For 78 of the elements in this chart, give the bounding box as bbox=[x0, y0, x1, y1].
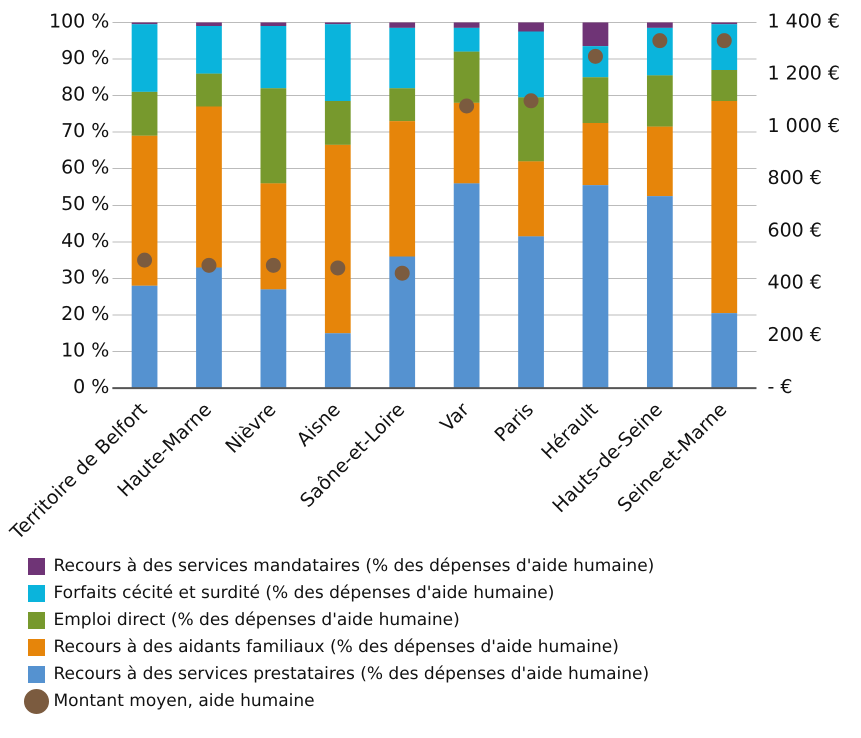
bar bbox=[389, 121, 416, 256]
point bbox=[137, 252, 152, 268]
legend-label: Recours à des services prestataires (% des dépenses d'aide humaine) bbox=[54, 664, 650, 684]
point bbox=[459, 98, 474, 114]
bar bbox=[454, 22, 480, 28]
bar bbox=[196, 22, 222, 26]
legend-label: Recours à des services mandataires (% des dépenses d'aide humaine) bbox=[54, 556, 654, 576]
bar bbox=[389, 88, 416, 122]
bar bbox=[454, 183, 480, 388]
point bbox=[652, 33, 668, 48]
y2-tick-label: 800 € bbox=[767, 167, 822, 190]
y-tick-label: 90 % bbox=[61, 46, 110, 69]
point bbox=[266, 258, 281, 273]
bar bbox=[260, 88, 286, 184]
y2-tick-label: 1 400 € bbox=[767, 10, 840, 32]
legend-label: Emploi direct (% des dépenses d'aide humaine) bbox=[54, 610, 460, 630]
bar bbox=[518, 161, 544, 236]
y2-tick-label: 1 000 € bbox=[767, 114, 840, 137]
bar bbox=[389, 22, 416, 28]
bar bbox=[260, 26, 286, 88]
bar bbox=[582, 22, 608, 46]
y-tick-label: 20 % bbox=[61, 302, 110, 325]
y-tick-label: 80 % bbox=[61, 83, 110, 106]
x-tick-label: Var bbox=[436, 398, 474, 436]
y2-tick-label: 600 € bbox=[767, 219, 822, 242]
bar bbox=[711, 313, 738, 388]
bar bbox=[518, 236, 544, 388]
bar bbox=[196, 267, 222, 388]
bar bbox=[260, 183, 286, 290]
bar bbox=[582, 122, 608, 186]
bar bbox=[324, 333, 351, 388]
legend-label: Forfaits cécité et surdité (% des dépenses d'aide humaine) bbox=[54, 582, 554, 603]
bar bbox=[132, 286, 158, 388]
y-tick-label: 70 % bbox=[61, 120, 110, 142]
y2-tick-label: - € bbox=[767, 376, 792, 398]
bar bbox=[582, 77, 608, 123]
bar bbox=[582, 185, 608, 388]
bar bbox=[260, 22, 286, 26]
y-tick-label: 50 % bbox=[61, 193, 110, 216]
bar bbox=[196, 26, 222, 74]
point bbox=[201, 258, 216, 273]
bar bbox=[646, 126, 673, 196]
bar bbox=[324, 24, 351, 102]
bar bbox=[646, 22, 673, 28]
bar bbox=[454, 102, 480, 184]
bar bbox=[260, 289, 286, 388]
bar bbox=[711, 70, 738, 102]
bar bbox=[646, 75, 673, 127]
bar bbox=[646, 196, 673, 388]
bar bbox=[324, 144, 351, 334]
y-tick-label: 40 % bbox=[61, 230, 110, 252]
y2-tick-label: 1 200 € bbox=[767, 62, 840, 85]
y2-tick-label: 200 € bbox=[767, 324, 822, 346]
bar bbox=[518, 32, 544, 98]
bar bbox=[389, 256, 416, 388]
bar bbox=[324, 101, 351, 145]
bar bbox=[518, 22, 544, 32]
point bbox=[330, 260, 346, 276]
y-tick-label: 30 % bbox=[61, 266, 110, 288]
legend-label: Recours à des aidants familiaux (% des dépenses d'aide humaine) bbox=[54, 636, 619, 657]
point bbox=[524, 93, 539, 108]
bar bbox=[518, 97, 544, 162]
y-tick-label: 100 % bbox=[48, 10, 110, 32]
y-tick-label: 10 % bbox=[61, 340, 110, 362]
bar bbox=[389, 28, 416, 88]
legend-label: Montant moyen, aide humaine bbox=[54, 690, 315, 711]
bar bbox=[132, 136, 158, 286]
bar bbox=[132, 24, 158, 92]
bar bbox=[454, 28, 480, 52]
y-tick-label: 60 % bbox=[61, 156, 110, 179]
bar bbox=[196, 74, 222, 107]
bar bbox=[132, 92, 158, 136]
y-tick-label: 0 % bbox=[73, 376, 110, 398]
y2-tick-label: 400 € bbox=[767, 272, 822, 294]
bar bbox=[454, 52, 480, 103]
bar bbox=[196, 106, 222, 268]
bar bbox=[711, 101, 738, 314]
point bbox=[394, 266, 410, 281]
